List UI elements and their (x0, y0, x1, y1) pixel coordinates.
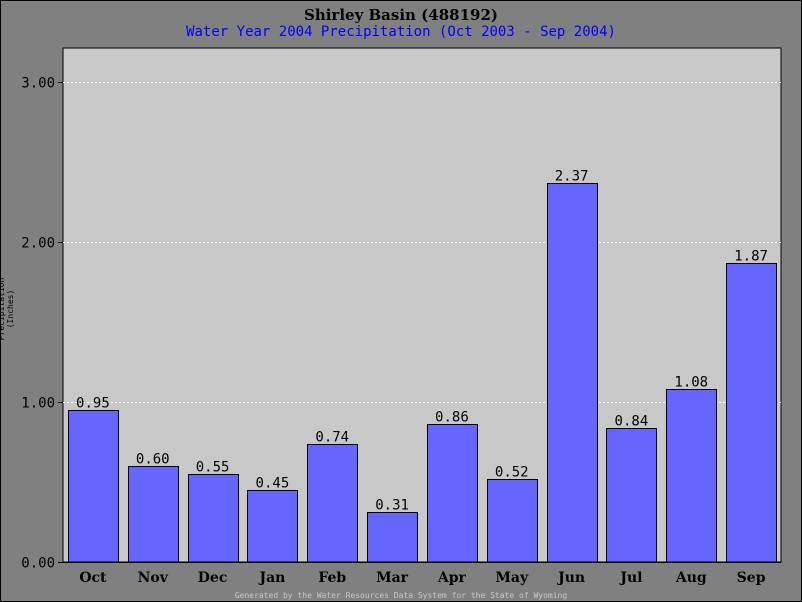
bar (188, 474, 239, 563)
footer-credit: Generated by the Water Resources Data Sy… (234, 591, 568, 600)
y-tick-label: 1.00 (21, 396, 55, 412)
data-label: 0.95 (76, 396, 110, 412)
x-tick-label: Jul (618, 570, 642, 586)
x-tick-label: Jan (257, 570, 285, 586)
x-tick-label: Jun (556, 570, 585, 586)
data-label: 0.84 (615, 414, 649, 430)
data-label: 0.52 (495, 465, 529, 481)
bar (128, 466, 179, 563)
data-label: 0.31 (375, 498, 409, 514)
y-tick-label: 3.00 (21, 76, 55, 92)
x-tick-label: Sep (737, 570, 766, 586)
bar (367, 512, 418, 563)
chart-subtitle: Water Year 2004 Precipitation (Oct 2003 … (186, 24, 616, 40)
bar (726, 263, 777, 563)
bar (247, 490, 298, 563)
bar (307, 444, 358, 563)
bar (68, 410, 119, 563)
bar (487, 479, 538, 563)
bar (666, 389, 717, 563)
data-label: 0.60 (136, 452, 170, 468)
x-tick-label: Oct (79, 570, 107, 586)
y-tick-label: 0.00 (21, 556, 55, 572)
data-label: 2.37 (555, 169, 589, 185)
x-tick-label: Apr (437, 570, 467, 586)
data-label: 0.55 (196, 460, 230, 476)
y-tick-label: 2.00 (21, 236, 55, 252)
data-label: 0.45 (256, 476, 290, 492)
data-label: 0.74 (315, 430, 349, 446)
x-tick-label: Mar (376, 570, 409, 586)
bar (606, 428, 657, 563)
plot-area (62, 47, 782, 563)
x-tick-label: Feb (318, 570, 346, 586)
data-label: 1.08 (674, 375, 708, 391)
bar (427, 424, 478, 563)
data-label: 0.86 (435, 410, 469, 426)
chart-title: Shirley Basin (488192) (303, 6, 498, 24)
bar (547, 183, 598, 563)
x-tick-label: Aug (675, 570, 707, 586)
x-tick-label: Nov (138, 570, 169, 586)
data-label: 1.87 (734, 249, 768, 265)
x-tick-label: May (495, 570, 529, 586)
x-tick-label: Dec (198, 570, 228, 586)
